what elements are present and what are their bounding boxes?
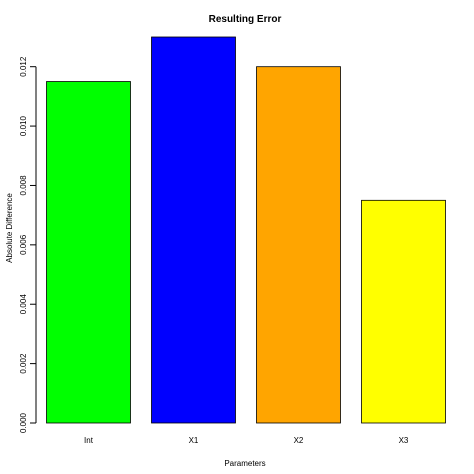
chart-title: Resulting Error [209,14,282,25]
y-ticks-group: 0.000 0.002 0.004 0.006 0.008 0.010 0.012 [19,56,36,433]
y-tick-label: 0.006 [19,234,28,255]
x-tick-label: X3 [399,436,409,445]
y-axis-label: Absolute Difference [5,193,14,263]
y-tick-label: 0.008 [19,175,28,196]
bar-x1 [151,36,236,424]
x-tick-label: Int [84,436,94,445]
y-tick-label: 0.010 [19,116,28,137]
y-tick-label: 0.000 [19,412,28,433]
x-axis-label: Parameters [224,459,265,468]
y-tick-label: 0.012 [19,56,28,77]
x-tick-labels-group: Int X1 X2 X3 [84,436,409,445]
x-tick-label: X1 [189,436,199,445]
bar-x2 [256,66,341,424]
y-tick-label: 0.002 [19,353,28,374]
bar-int [46,81,131,424]
bar-x3 [361,199,446,424]
x-tick-label: X2 [294,436,304,445]
y-tick-label: 0.004 [19,294,28,315]
bars-group [46,36,446,424]
